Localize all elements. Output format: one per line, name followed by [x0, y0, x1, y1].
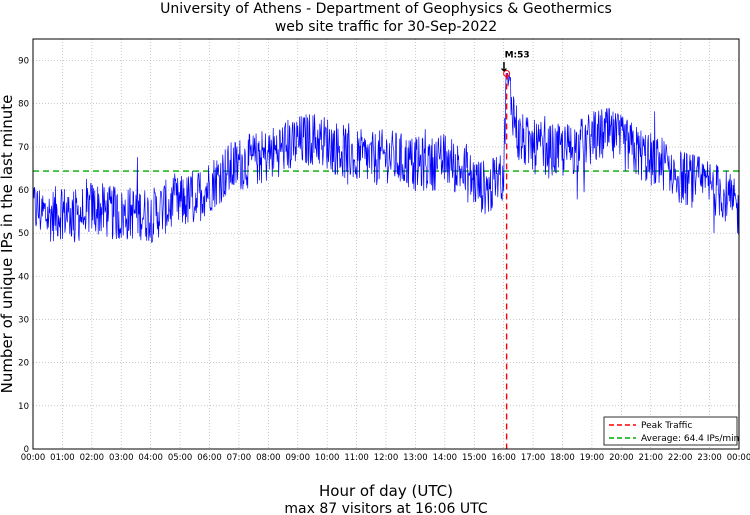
y-tick-label: 20 [18, 359, 29, 369]
y-tick-label: 30 [18, 316, 29, 326]
y-tick-label: 10 [18, 402, 29, 412]
legend-box [603, 416, 738, 446]
y-tick-label: 50 [18, 229, 29, 239]
peak-annotation: M:53 [505, 51, 530, 61]
x-tick-label: 15:00 [462, 453, 487, 463]
legend: Peak Traffic Average: 64.4 IPs/min [603, 416, 739, 446]
x-tick-label: 12:00 [374, 453, 399, 463]
x-tick-label: 16:00 [491, 453, 516, 463]
chart-subtitle: web site traffic for 30-Sep-2022 [275, 19, 497, 35]
legend-average-label: Average: 64.4 IPs/min [641, 434, 739, 444]
x-tick-label: 21:00 [639, 453, 664, 463]
x-tick-label: 23:00 [697, 453, 722, 463]
y-axis-label: Number of unique IPs in the last minute [0, 95, 16, 394]
x-tick-label: 14:00 [433, 453, 458, 463]
x-tick-label: 09:00 [286, 453, 311, 463]
x-tick-label: 13:00 [403, 453, 428, 463]
peak-arrow-icon: ↓ [499, 61, 510, 76]
x-tick-label: 20:00 [609, 453, 634, 463]
x-tick-label: 18:00 [550, 453, 575, 463]
x-tick-label: 03:00 [109, 453, 134, 463]
x-tick-label: 06:00 [197, 453, 222, 463]
y-axis-ticks: 0 10 20 30 40 50 60 70 80 90 [18, 57, 29, 455]
x-tick-label: 00:00 [21, 453, 46, 463]
x-tick-label: 01:00 [50, 453, 75, 463]
x-tick-label: 04:00 [138, 453, 163, 463]
x-tick-label: 07:00 [227, 453, 252, 463]
x-tick-label: 22:00 [668, 453, 693, 463]
grid-lines [33, 39, 739, 449]
x-tick-label: 08:00 [256, 453, 281, 463]
y-tick-label: 70 [18, 143, 29, 153]
x-tick-label: 19:00 [580, 453, 605, 463]
y-tick-label: 40 [18, 272, 29, 282]
legend-peak-label: Peak Traffic [641, 421, 692, 431]
x-tick-label: 17:00 [521, 453, 546, 463]
plot-frame [32, 38, 740, 450]
x-tick-label: 11:00 [344, 453, 369, 463]
x-axis-label: Hour of day (UTC) [319, 482, 453, 500]
y-tick-label: 60 [18, 186, 29, 196]
x-tick-label: 02:00 [80, 453, 105, 463]
chart-title: University of Athens - Department of Geo… [160, 1, 612, 17]
x-axis-ticks: 00:00 01:00 02:00 03:00 04:00 05:00 06:00 07:00… [21, 453, 750, 463]
footer-max-visitors: max 87 visitors at 16:06 UTC [284, 501, 487, 515]
x-tick-label: 05:00 [168, 453, 193, 463]
peak-marker [503, 70, 511, 78]
x-tick-label: 10:00 [315, 453, 340, 463]
y-tick-label: 90 [18, 57, 29, 67]
x-tick-label: 00:00 [727, 453, 750, 463]
y-tick-label: 0 [24, 445, 29, 455]
y-tick-label: 80 [18, 100, 29, 110]
traffic-series-line [32, 73, 740, 243]
